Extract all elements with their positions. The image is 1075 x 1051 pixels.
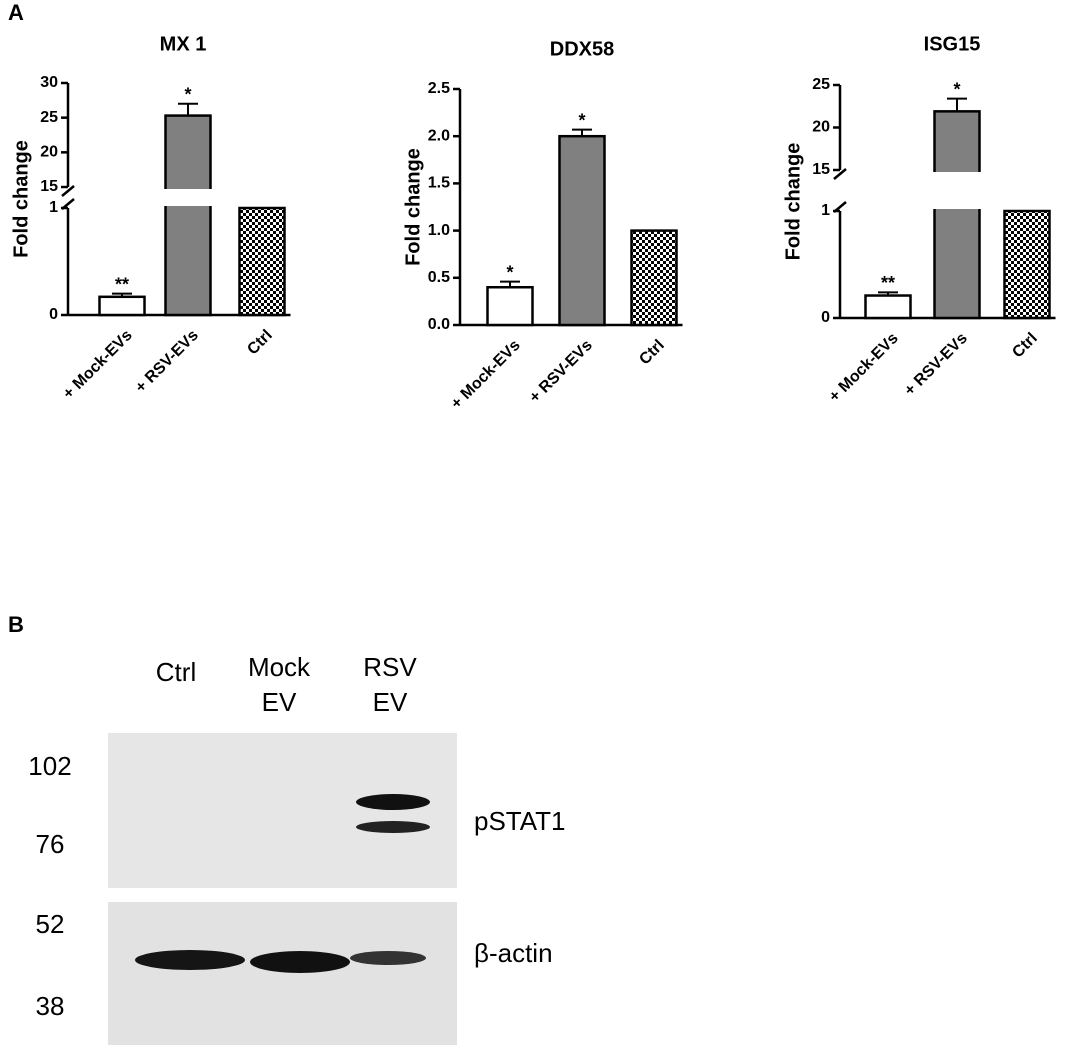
bar <box>238 206 286 317</box>
chart-title: ISG15 <box>924 33 981 55</box>
bar <box>630 229 678 327</box>
marker-label: 38 <box>36 991 65 1021</box>
bar <box>933 110 981 320</box>
bar <box>558 134 606 327</box>
lane-label: Mock EV <box>248 652 311 717</box>
chart-title: DDX58 <box>550 38 614 60</box>
significance-label: * <box>953 79 960 99</box>
y-tick-label: 15 <box>812 161 830 178</box>
bar <box>98 295 146 317</box>
y-tick-label: 30 <box>40 74 58 91</box>
band <box>135 950 245 970</box>
x-tick-label: + Mock-EVs <box>448 337 524 413</box>
error-bar <box>500 280 520 288</box>
y-tick-label: 25 <box>40 109 58 126</box>
x-tick-label: Ctrl <box>1009 330 1041 362</box>
error-bar <box>947 97 967 112</box>
protein-label: pSTAT1 <box>474 806 566 836</box>
axis-break <box>61 185 75 197</box>
bar <box>486 285 534 327</box>
marker-label: 52 <box>36 909 65 939</box>
y-tick-label: 0.0 <box>428 316 450 333</box>
y-tick-label: 0 <box>49 306 58 323</box>
marker-label: 102 <box>28 751 71 781</box>
axis-break <box>833 168 847 180</box>
marker-label: 76 <box>36 829 65 859</box>
y-axis-label: Fold change <box>10 140 32 258</box>
protein-label: β-actin <box>474 938 553 968</box>
y-tick-label: 2.0 <box>428 127 450 144</box>
significance-label: * <box>184 85 191 105</box>
y-tick-label: 1 <box>49 199 58 216</box>
panel-label: A <box>8 0 24 25</box>
y-tick-label: 20 <box>40 144 58 161</box>
x-tick-label: + Mock-EVs <box>60 327 136 403</box>
y-axis-label: Fold change <box>402 148 424 266</box>
significance-label: ** <box>881 273 895 293</box>
bar <box>1003 209 1051 320</box>
x-tick-label: + RSV-EVs <box>132 327 202 397</box>
y-axis-label: Fold change <box>782 143 804 261</box>
x-tick-label: + Mock-EVs <box>826 330 902 406</box>
y-tick-label: 0 <box>821 309 830 326</box>
chart-title: MX 1 <box>160 33 207 55</box>
error-bar <box>178 102 198 116</box>
y-tick-label: 1 <box>821 202 830 219</box>
bar <box>164 114 212 317</box>
blot-membrane <box>108 733 457 888</box>
y-tick-label: 25 <box>812 76 830 93</box>
x-tick-label: + RSV-EVs <box>526 337 596 407</box>
lane-label: RSV EV <box>363 652 417 717</box>
y-tick-label: 15 <box>40 178 58 195</box>
lane-label: Ctrl <box>156 657 196 687</box>
band <box>356 821 430 833</box>
band <box>350 951 426 965</box>
y-tick-label: 1.0 <box>428 222 450 239</box>
band <box>356 794 430 810</box>
significance-label: * <box>578 110 585 130</box>
blot <box>108 733 457 1045</box>
panel-label: B <box>8 612 24 637</box>
error-bar <box>572 128 592 137</box>
error-bar <box>878 291 898 296</box>
x-tick-label: Ctrl <box>244 327 276 359</box>
band <box>250 951 350 973</box>
x-tick-label: + RSV-EVs <box>901 330 971 400</box>
error-bar <box>112 292 132 297</box>
bar-break <box>163 189 213 206</box>
y-tick-label: 1.5 <box>428 175 450 192</box>
bar-break <box>932 172 982 209</box>
y-tick-label: 2.5 <box>428 80 450 97</box>
blot-membrane <box>108 902 457 1045</box>
significance-label: ** <box>115 274 129 294</box>
y-tick-label: 20 <box>812 119 830 136</box>
y-tick-label: 0.5 <box>428 269 450 286</box>
bar <box>864 294 912 320</box>
significance-label: * <box>506 262 513 282</box>
x-tick-label: Ctrl <box>636 337 668 369</box>
